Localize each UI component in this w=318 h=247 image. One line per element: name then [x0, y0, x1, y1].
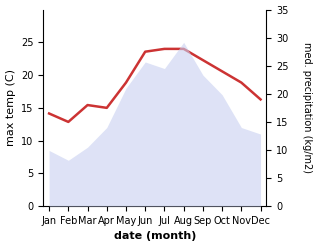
Y-axis label: med. precipitation (kg/m2): med. precipitation (kg/m2) [302, 42, 313, 173]
X-axis label: date (month): date (month) [114, 231, 196, 242]
Y-axis label: max temp (C): max temp (C) [5, 69, 16, 146]
